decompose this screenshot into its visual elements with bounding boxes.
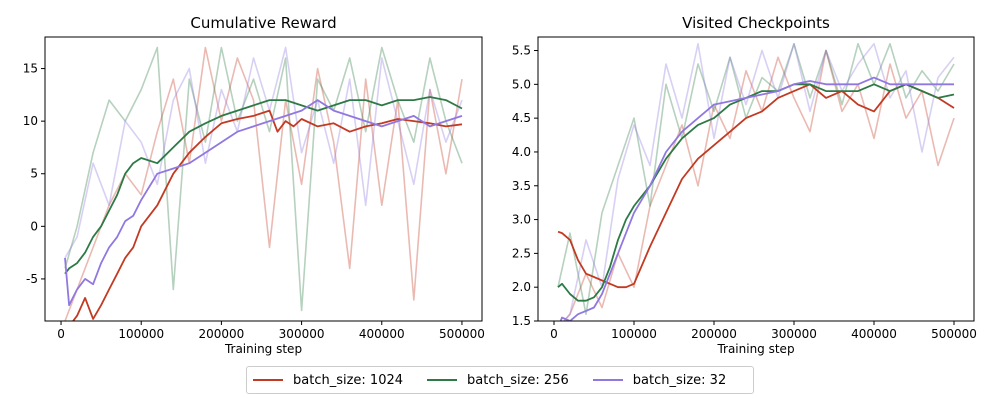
y-tick-label: 4.0 — [512, 145, 531, 159]
raw-series-line-2 — [562, 42, 955, 321]
y-tick-label: 5.5 — [512, 44, 531, 58]
legend: batch_size: 1024 batch_size: 256 batch_s… — [246, 366, 754, 394]
x-tick-label: 100000 — [611, 327, 657, 341]
y-tick-label: 2.0 — [512, 280, 531, 294]
y-tick-label: 5.0 — [512, 77, 531, 91]
x-tick-label: 500000 — [439, 327, 485, 341]
smoothed-series-line-2 — [64, 99, 463, 307]
plot-area — [557, 42, 955, 321]
axes-frame — [537, 36, 975, 322]
legend-item-batch-256: batch_size: 256 — [427, 373, 569, 388]
legend-label-batch-256: batch_size: 256 — [467, 372, 569, 388]
legend-swatch-batch-256 — [427, 379, 458, 381]
chart-title: Visited Checkpoints — [682, 14, 830, 32]
legend-swatch-batch-1024 — [253, 379, 283, 381]
plot-area — [64, 46, 463, 321]
smoothed-series-line-2 — [559, 76, 954, 321]
cumulative-reward-chart: 0 100000 200000 300000 400000 500000 -5 0 5 10 15 C… — [23, 14, 485, 356]
x-tick-label: 200000 — [198, 327, 244, 341]
chart-title: Cumulative Reward — [190, 14, 336, 32]
axes-frame — [44, 36, 483, 322]
x-tick-label: 300000 — [279, 327, 325, 341]
smoothed-series-line-0 — [65, 109, 463, 321]
y-tick-label: 0 — [30, 219, 38, 233]
x-tick-label: 500000 — [931, 327, 977, 341]
y-tick-label: 10 — [23, 114, 38, 128]
y-tick-label: -5 — [26, 272, 38, 286]
legend-label-batch-32: batch_size: 32 — [632, 372, 727, 388]
legend-item-batch-1024: batch_size: 1024 — [253, 373, 403, 388]
x-axis-label: Training step — [224, 342, 302, 356]
y-tick-label: 5 — [30, 167, 38, 181]
y-tick-label: 3.5 — [512, 179, 531, 193]
raw-series-line-0 — [562, 49, 955, 321]
x-tick-label: 400000 — [359, 327, 405, 341]
smoothed-series-line-1 — [64, 96, 463, 275]
x-tick-label: 0 — [57, 327, 65, 341]
y-tick-label: 2.5 — [512, 246, 531, 260]
x-tick-label: 400000 — [851, 327, 897, 341]
legend-label-batch-1024: batch_size: 1024 — [293, 372, 404, 388]
raw-series-line-1 — [64, 46, 463, 312]
raw-series-line-0 — [64, 46, 463, 321]
legend-swatch-batch-32 — [592, 379, 623, 381]
raw-series-line-2 — [64, 46, 463, 259]
y-tick-label: 15 — [23, 62, 38, 76]
x-axis-label: Training step — [716, 342, 794, 356]
y-tick-label: 4.5 — [512, 111, 531, 125]
visited-checkpoints-chart: 0 100000 200000 300000 400000 500000 1.5 2.0 2.5… — [512, 14, 977, 356]
y-tick-label: 3.0 — [512, 213, 531, 227]
smoothed-series-line-0 — [557, 83, 955, 289]
raw-series-line-1 — [557, 42, 955, 316]
legend-item-batch-32: batch_size: 32 — [592, 372, 727, 388]
y-tick-label: 1.5 — [512, 314, 531, 328]
x-tick-label: 100000 — [118, 327, 164, 341]
x-tick-label: 200000 — [691, 327, 737, 341]
x-tick-label: 0 — [550, 327, 558, 341]
smoothed-series-line-1 — [557, 83, 955, 302]
x-tick-label: 300000 — [771, 327, 817, 341]
